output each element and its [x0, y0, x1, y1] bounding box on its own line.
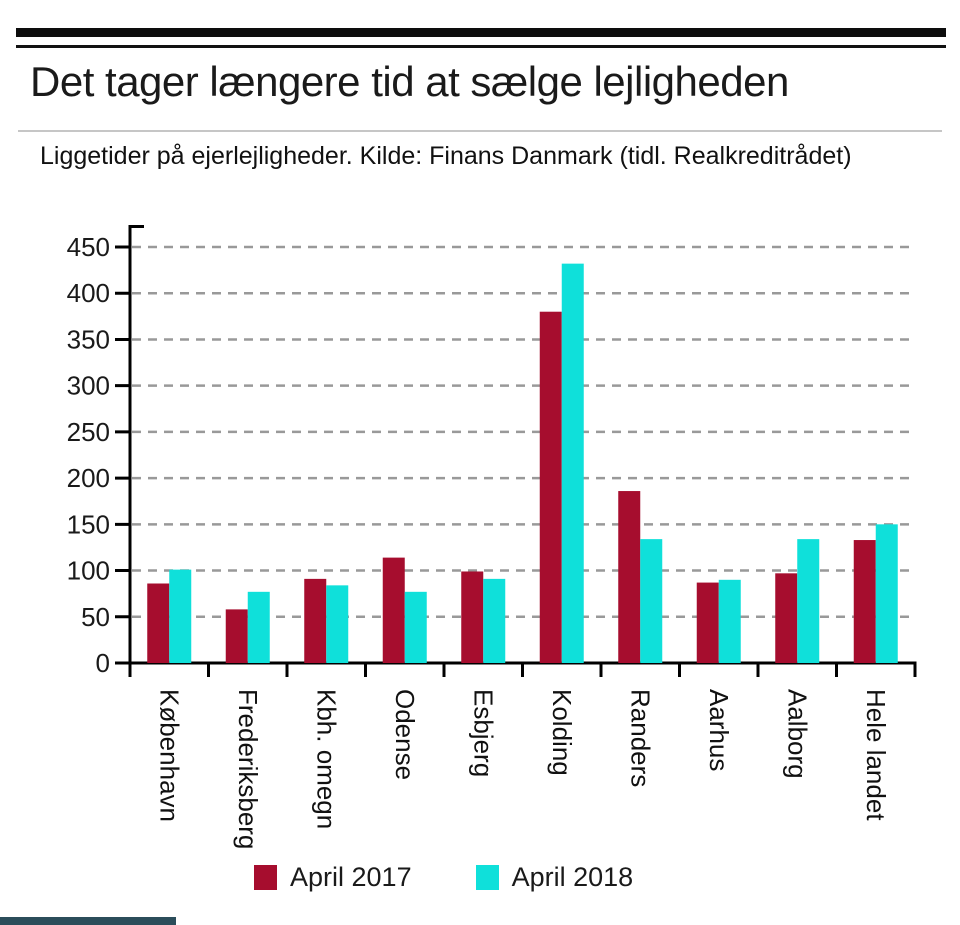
top-rule-thin	[16, 45, 946, 48]
chart-svg: 0 50 100 150 200 250 300 350 400 450 København Fred…	[67, 225, 917, 849]
y-tick-label-350: 350	[67, 324, 110, 354]
y-tick-label-0: 0	[96, 648, 110, 678]
bar-april-2017-esbjerg	[461, 571, 484, 663]
footer-accent-strip	[0, 917, 176, 925]
category-label-kolding: Kolding	[547, 689, 577, 776]
bar-april-2018-aalborg	[797, 539, 820, 663]
y-tick-label-200: 200	[67, 463, 110, 493]
legend-swatch-april-2018	[475, 864, 499, 890]
y-tick-label-150: 150	[67, 509, 110, 539]
legend-label-april-2018: April 2018	[511, 861, 634, 892]
bar-april-2017-aarhus	[696, 582, 719, 663]
category-label-odense: Odense	[390, 689, 420, 780]
chart-legend: April 2017 April 2018	[254, 861, 633, 893]
bar-april-2018-kbh-omegn	[326, 585, 349, 663]
category-label-frederiksberg: Frederiksberg	[233, 689, 263, 849]
category-label-hele-landet: Hele landet	[861, 689, 891, 821]
bar-april-2018-frederiksberg	[247, 591, 270, 663]
bar-april-2017-frederiksberg	[225, 609, 248, 663]
bar-april-2017-hele-landet	[853, 540, 876, 663]
bar-april-2018-kolding	[561, 263, 584, 663]
legend-item-april-2017: April 2017	[254, 862, 412, 893]
bar-april-2017-kolding	[539, 311, 562, 663]
y-tick-label-450: 450	[67, 232, 110, 262]
chart-source-note: Liggetider på ejerlejligheder. Kilde: Fi…	[40, 142, 852, 170]
category-label-esbjerg: Esbjerg	[468, 689, 498, 777]
page-title: Det tager længere tid at sælge lejlighed…	[30, 58, 789, 105]
bar-april-2017-aalborg	[775, 573, 798, 663]
category-label-københavn: København	[154, 689, 184, 822]
y-tick-label-100: 100	[67, 556, 110, 586]
bar-april-2018-odense	[404, 591, 427, 663]
bar-april-2018-hele-landet	[875, 524, 898, 663]
bar-chart: 0 50 100 150 200 250 300 350 400 450 København Fred…	[0, 200, 960, 860]
y-tick-label-50: 50	[81, 602, 110, 632]
legend-item-april-2018: April 2018	[475, 861, 634, 893]
legend-swatch-april-2017	[254, 864, 277, 890]
bar-april-2017-københavn	[147, 583, 170, 663]
top-rule-thick	[16, 28, 946, 37]
category-label-kbh-omegn: Kbh. omegn	[311, 689, 341, 829]
bar-april-2018-randers	[640, 539, 663, 663]
category-label-aarhus: Aarhus	[704, 689, 734, 771]
legend-label-april-2017: April 2017	[290, 861, 412, 892]
title-divider	[18, 130, 942, 132]
bar-april-2017-randers	[618, 491, 641, 663]
y-tick-label-250: 250	[67, 417, 110, 447]
bar-april-2018-aarhus	[718, 579, 741, 663]
category-label-randers: Randers	[625, 689, 655, 787]
y-tick-label-300: 300	[67, 371, 110, 401]
bar-april-2018-københavn	[169, 569, 192, 663]
y-tick-label-400: 400	[67, 278, 110, 308]
bar-april-2018-esbjerg	[483, 578, 506, 663]
category-label-aalborg: Aalborg	[782, 689, 812, 779]
bar-april-2017-kbh-omegn	[304, 578, 327, 663]
bar-april-2017-odense	[382, 557, 405, 663]
